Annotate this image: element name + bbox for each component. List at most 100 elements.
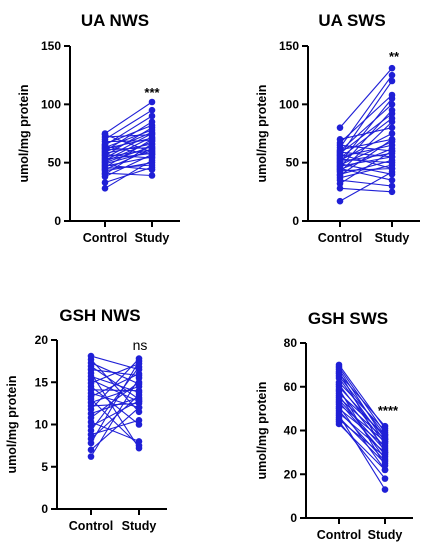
control-point <box>336 197 344 205</box>
y-tick-label: 60 <box>284 380 298 394</box>
control-point <box>87 453 95 460</box>
y-tick-label: 20 <box>35 333 49 347</box>
y-tick-label: 80 <box>284 336 298 350</box>
x-tick-label: Control <box>318 231 362 245</box>
study-point <box>135 366 143 373</box>
study-point <box>148 131 156 138</box>
paired-line <box>339 164 393 179</box>
paired-line <box>104 121 153 152</box>
chart-panel-0: UA NWS umol/mg protein 0 50 100 150 Control Stu… <box>17 11 180 245</box>
paired-line <box>338 401 386 455</box>
paired-line <box>90 359 140 413</box>
study-point <box>388 115 396 122</box>
paired-line <box>339 171 393 202</box>
y-axis-label: umol/mg protein <box>255 85 269 183</box>
significance-label: **** <box>378 403 399 418</box>
chart-panel-3: GSH SWS umol/mg protein 0 20 40 60 80 Control St… <box>255 309 413 542</box>
paired-line <box>104 149 153 158</box>
control-point <box>101 179 109 186</box>
paired-line <box>339 144 393 152</box>
paired-line <box>338 399 386 451</box>
paired-line <box>339 117 393 159</box>
paired-line <box>338 406 386 471</box>
paired-line <box>338 421 386 479</box>
study-point <box>388 101 396 108</box>
study-point <box>381 475 389 482</box>
study-point <box>381 462 389 469</box>
paired-line <box>104 156 153 167</box>
study-point <box>135 372 143 379</box>
y-tick-label: 0 <box>292 214 299 228</box>
y-tick-label: 20 <box>284 467 298 481</box>
chart-panel-1: UA SWS umol/mg protein 0 50 100 150 Control Stu… <box>255 11 420 245</box>
paired-line <box>90 355 140 371</box>
y-tick-label: 0 <box>290 511 297 525</box>
study-point <box>388 147 396 155</box>
chart-panel-2: GSH NWS umol/mg protein 0 5 10 15 20 Control Stu… <box>5 306 167 533</box>
panel-title: GSH NWS <box>59 306 140 325</box>
paired-line <box>339 148 393 171</box>
significance-label: *** <box>144 85 160 100</box>
paired-line <box>338 388 386 466</box>
study-point <box>135 408 143 416</box>
x-tick-label: Study <box>122 519 157 533</box>
study-point <box>388 110 396 117</box>
study-point <box>148 161 156 169</box>
paired-line <box>104 109 153 140</box>
study-point <box>148 126 156 134</box>
study-point <box>388 91 396 99</box>
paired-line <box>104 172 153 177</box>
paired-line <box>339 158 393 164</box>
panel-title: GSH SWS <box>308 309 388 328</box>
study-point <box>148 166 156 173</box>
paired-line <box>339 127 393 140</box>
paired-line <box>104 101 153 134</box>
paired-line <box>339 141 393 166</box>
study-point <box>135 389 143 396</box>
y-axis-label: umol/mg protein <box>5 376 19 474</box>
paired-line <box>339 151 393 158</box>
paired-line <box>339 103 393 152</box>
paired-line <box>339 67 393 129</box>
paired-line <box>104 124 153 145</box>
paired-line <box>338 384 386 444</box>
significance-label: ns <box>133 337 148 353</box>
study-point <box>388 165 396 172</box>
control-point <box>87 352 95 360</box>
study-point <box>148 122 156 129</box>
paired-line <box>104 133 153 159</box>
study-point <box>148 148 156 156</box>
y-tick-label: 150 <box>279 39 299 53</box>
study-point <box>388 159 396 166</box>
study-point <box>388 71 396 79</box>
x-tick-label: Control <box>317 528 361 542</box>
paired-line <box>338 416 386 464</box>
y-axis-label: umol/mg protein <box>17 85 31 183</box>
paired-line <box>104 166 153 184</box>
x-tick-label: Study <box>368 528 403 542</box>
y-tick-label: 40 <box>284 424 298 438</box>
paired-line <box>338 368 386 440</box>
control-point <box>101 130 109 137</box>
paired-line <box>90 375 140 393</box>
paired-line <box>104 129 153 149</box>
paired-line <box>90 369 140 377</box>
paired-line <box>338 414 386 490</box>
study-point <box>381 435 389 443</box>
y-tick-label: 0 <box>54 214 61 228</box>
control-point <box>336 136 344 143</box>
study-point <box>148 98 156 106</box>
paired-line <box>90 372 140 449</box>
study-point <box>135 355 143 362</box>
study-point <box>388 64 396 72</box>
study-point <box>135 395 143 403</box>
paired-line <box>339 94 393 144</box>
study-point <box>148 144 156 151</box>
paired-line <box>104 134 153 138</box>
paired-line <box>339 133 393 161</box>
paired-line <box>90 398 140 447</box>
y-tick-label: 15 <box>35 375 49 389</box>
paired-line <box>104 153 153 159</box>
significance-label: ** <box>389 49 400 64</box>
paired-line <box>339 144 393 158</box>
